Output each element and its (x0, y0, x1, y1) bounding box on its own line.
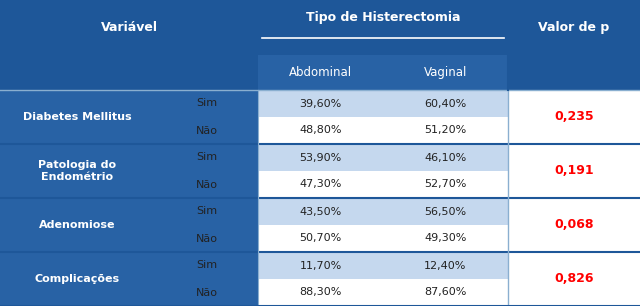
Bar (508, 171, 640, 198)
Bar (508, 90, 640, 117)
Bar (0, 198, 258, 252)
Text: 47,30%: 47,30% (300, 180, 342, 189)
Bar (508, 144, 640, 171)
Text: 49,30%: 49,30% (424, 233, 467, 244)
Bar (155, 117, 258, 144)
Text: 0,235: 0,235 (554, 110, 594, 124)
Text: 0,826: 0,826 (554, 273, 594, 285)
Text: 53,90%: 53,90% (300, 152, 342, 162)
Text: Adenomiose: Adenomiose (39, 220, 116, 230)
Bar (0, 252, 258, 306)
Bar (155, 252, 258, 279)
Bar (0, 90, 258, 144)
Text: 39,60%: 39,60% (300, 99, 342, 109)
Text: Complicações: Complicações (35, 274, 120, 284)
Bar (0, 55, 258, 90)
Bar (258, 117, 383, 144)
Text: 51,20%: 51,20% (424, 125, 467, 136)
Bar (383, 144, 508, 171)
Bar (383, 90, 508, 117)
Bar (155, 225, 258, 252)
Text: Valor de p: Valor de p (538, 21, 610, 34)
Bar (508, 117, 640, 144)
Bar (258, 90, 383, 117)
Bar (258, 252, 383, 279)
Text: 12,40%: 12,40% (424, 260, 467, 271)
Bar (508, 55, 640, 90)
Bar (383, 225, 508, 252)
Text: Sim: Sim (196, 207, 217, 217)
Text: 0,068: 0,068 (554, 218, 594, 232)
Bar (0, 0, 640, 55)
Text: 11,70%: 11,70% (300, 260, 342, 271)
Bar (0, 144, 258, 198)
Text: Sim: Sim (196, 152, 217, 162)
Bar (508, 252, 640, 279)
Bar (383, 252, 508, 279)
Bar (508, 225, 640, 252)
Bar (383, 117, 508, 144)
Text: Sim: Sim (196, 99, 217, 109)
Text: Não: Não (195, 288, 218, 297)
Text: Sim: Sim (196, 260, 217, 271)
Text: Diabetes Mellitus: Diabetes Mellitus (23, 112, 132, 122)
Bar (155, 279, 258, 306)
Text: 87,60%: 87,60% (424, 288, 467, 297)
Bar (258, 144, 383, 171)
Bar (258, 198, 383, 225)
Text: Tipo de Histerectomia: Tipo de Histerectomia (306, 12, 460, 24)
Bar (383, 279, 508, 306)
Bar (155, 144, 258, 171)
Text: Não: Não (195, 180, 218, 189)
Bar (508, 279, 640, 306)
Text: 60,40%: 60,40% (424, 99, 467, 109)
Bar (258, 225, 383, 252)
Bar (258, 171, 383, 198)
Text: 50,70%: 50,70% (300, 233, 342, 244)
Bar (383, 198, 508, 225)
Text: 48,80%: 48,80% (300, 125, 342, 136)
Text: Não: Não (195, 233, 218, 244)
Text: Patologia do
Endométrio: Patologia do Endométrio (38, 160, 116, 182)
Bar (155, 198, 258, 225)
Text: Variável: Variável (100, 21, 157, 34)
Bar (383, 171, 508, 198)
Text: 46,10%: 46,10% (424, 152, 467, 162)
Bar (258, 279, 383, 306)
Bar (258, 55, 508, 90)
Text: 88,30%: 88,30% (300, 288, 342, 297)
Text: Abdominal: Abdominal (289, 66, 352, 79)
Text: Não: Não (195, 125, 218, 136)
Bar (155, 90, 258, 117)
Text: 56,50%: 56,50% (424, 207, 467, 217)
Text: 0,191: 0,191 (554, 165, 594, 177)
Bar (508, 198, 640, 225)
Text: Vaginal: Vaginal (424, 66, 467, 79)
Text: 43,50%: 43,50% (300, 207, 342, 217)
Text: 52,70%: 52,70% (424, 180, 467, 189)
Bar (155, 171, 258, 198)
